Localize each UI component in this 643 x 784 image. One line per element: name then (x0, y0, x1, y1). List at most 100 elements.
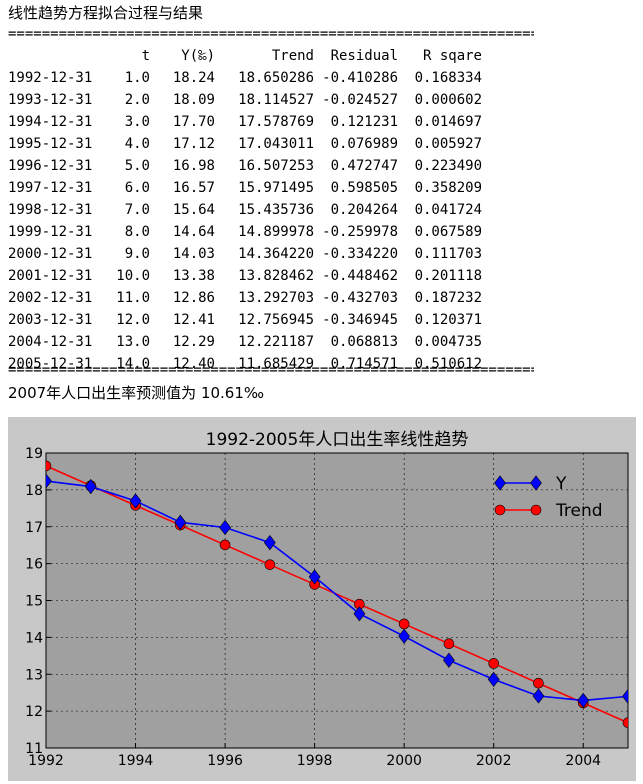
tick-label-x: 1994 (118, 753, 154, 769)
cell-t: 3.0 (124, 114, 150, 130)
cell-y: 16.57 (172, 180, 215, 196)
cell-residual: -0.432703 (322, 290, 398, 306)
cell-r-square: 0.358209 (414, 180, 482, 196)
data-point-y (129, 493, 142, 509)
cell-t: 14.0 (116, 356, 150, 372)
cell-y: 17.70 (172, 114, 215, 130)
cell-trend: 12.221187 (238, 334, 314, 350)
cell-residual: -0.334220 (322, 246, 398, 262)
cell-date: 2005-12-31 (8, 356, 93, 372)
series-y (46, 473, 628, 709)
cell-residual: -0.024527 (322, 92, 398, 108)
cell-trend: 11.685429 (238, 356, 314, 372)
cell-y: 12.29 (172, 334, 215, 350)
cell-y: 12.40 (172, 356, 215, 372)
tick-label-y: 13 (25, 667, 43, 683)
cell-date: 1996-12-31 (8, 158, 93, 174)
cell-date: 1994-12-31 (8, 114, 93, 130)
cell-r-square: 0.005927 (414, 136, 482, 152)
data-point-trend (398, 618, 410, 630)
cell-t: 4.0 (124, 136, 150, 152)
cell-date: 1999-12-31 (8, 224, 93, 240)
cell-r-square: 0.004735 (414, 334, 482, 350)
legend-marker-y (494, 475, 506, 491)
cell-residual: -0.346945 (322, 312, 398, 328)
column-header-trend: Trend (271, 48, 314, 64)
table-row: 1994-12-31 3.0 17.70 17.578769 0.121231 0.014… (0, 112, 560, 134)
cell-y: 15.64 (172, 202, 215, 218)
cell-r-square: 0.014697 (414, 114, 482, 130)
cell-t: 6.0 (124, 180, 150, 196)
cell-trend: 14.364220 (238, 246, 314, 262)
data-point-y (532, 688, 545, 704)
table-row: 2002-12-31 11.0 12.86 13.292703 -0.432703 0.1… (0, 288, 560, 310)
cell-t: 5.0 (124, 158, 150, 174)
table-row: 2003-12-31 12.0 12.41 12.756945 -0.346945 0.1… (0, 310, 560, 332)
cell-residual: 0.472747 (330, 158, 398, 174)
cell-y: 16.98 (172, 158, 215, 174)
cell-t: 1.0 (124, 70, 150, 86)
tick-label-y: 12 (25, 704, 43, 720)
cell-trend: 13.828462 (238, 268, 314, 284)
results-table: 1992-12-31 1.0 18.24 18.650286 -0.410286 0.16… (0, 68, 560, 376)
cell-trend: 18.114527 (238, 92, 314, 108)
data-point-trend (46, 460, 52, 472)
data-point-y (443, 652, 455, 668)
cell-residual: 0.714571 (330, 356, 398, 372)
chart-panel: 1992-2005年人口出生率线性趋势 11 12 13 14 15 16 17 18 19 199… (8, 417, 636, 781)
separator-bottom: ========================================… (8, 366, 534, 374)
data-point-trend (264, 559, 276, 570)
legend-label-trend: Trend (555, 501, 603, 521)
tick-label-x: 1998 (297, 753, 333, 769)
data-point-y (174, 514, 187, 530)
table-row: 1998-12-31 7.0 15.64 15.435736 0.204264 0.041… (0, 200, 560, 222)
cell-y: 14.64 (172, 224, 215, 240)
legend-label-y: Y (555, 474, 567, 494)
tick-label-y: 18 (25, 483, 43, 499)
cell-r-square: 0.067589 (414, 224, 482, 240)
cell-y: 14.03 (172, 246, 215, 262)
cell-trend: 17.043011 (238, 136, 314, 152)
cell-date: 2003-12-31 (8, 312, 93, 328)
chart-title: 1992-2005年人口出生率线性趋势 (206, 430, 469, 450)
tick-label-x: 1996 (207, 753, 243, 769)
cell-date: 1998-12-31 (8, 202, 93, 218)
cell-trend: 16.507253 (238, 158, 314, 174)
table-row: 1992-12-31 1.0 18.24 18.650286 -0.410286 0.16… (0, 68, 560, 90)
column-header-t: t (141, 48, 150, 64)
table-row: 1993-12-31 2.0 18.09 18.114527 -0.024527 0.00… (0, 90, 560, 112)
tick-label-x: 1992 (28, 753, 64, 769)
data-point-trend (622, 717, 628, 729)
cell-date: 1993-12-31 (8, 92, 93, 108)
cell-t: 12.0 (116, 312, 150, 328)
tick-label-y: 16 (25, 557, 43, 573)
table-row: 1999-12-31 8.0 14.64 14.899978 -0.259978 0.06… (0, 222, 560, 244)
tick-label-y: 11 (25, 741, 43, 757)
cell-date: 1995-12-31 (8, 136, 93, 152)
cell-r-square: 0.000602 (414, 92, 482, 108)
tick-label-y: 17 (25, 520, 43, 536)
cell-y: 18.24 (172, 70, 215, 86)
cell-t: 9.0 (124, 246, 150, 262)
cell-residual: -0.410286 (322, 70, 398, 86)
cell-trend: 12.756945 (238, 312, 314, 328)
data-point-y (46, 473, 52, 489)
cell-residual: 0.068813 (330, 334, 398, 350)
tick-label-y: 14 (25, 630, 43, 646)
data-point-y (577, 692, 590, 709)
cell-y: 17.12 (172, 136, 215, 152)
tick-label-x: 2000 (386, 753, 422, 769)
data-point-y (308, 569, 321, 585)
tick-label-y: 19 (25, 446, 43, 462)
cell-trend: 15.435736 (238, 202, 314, 218)
data-point-y (487, 671, 500, 688)
table-row: 2005-12-31 14.0 12.40 11.685429 0.714571 0.51… (0, 354, 560, 376)
cell-r-square: 0.120371 (414, 312, 482, 328)
data-point-y (622, 688, 628, 705)
cell-trend: 18.650286 (238, 70, 314, 86)
legend-marker-y (530, 475, 542, 491)
data-point-trend (533, 677, 544, 689)
cell-residual: 0.598505 (330, 180, 398, 196)
cell-y: 12.86 (172, 290, 215, 306)
cell-date: 2001-12-31 (8, 268, 93, 284)
